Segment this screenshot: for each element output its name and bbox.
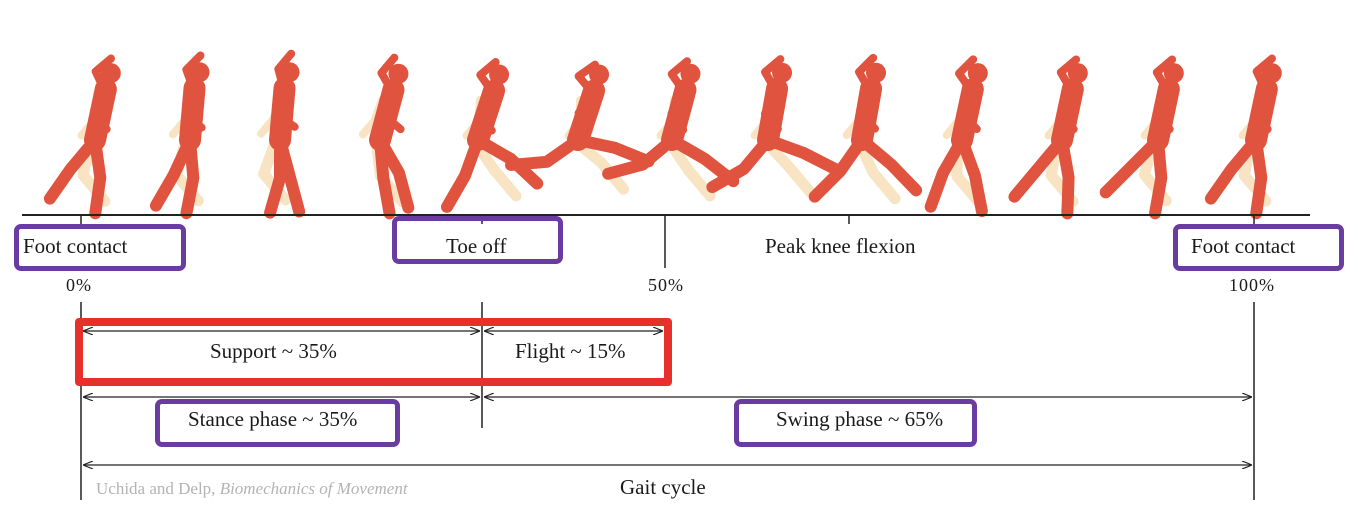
runner-12 <box>1099 55 1184 220</box>
label-toe-off: Toe off <box>446 234 507 258</box>
highlight-foot-contact-start <box>14 224 186 271</box>
label-support: Support ~ 35% <box>210 339 337 363</box>
runner-silhouettes <box>43 49 1282 220</box>
credit-book-title: Biomechanics of Movement <box>219 479 408 498</box>
label-percent-0: 0% <box>66 275 92 295</box>
label-foot-contact-end: Foot contact <box>1191 234 1296 258</box>
runner-3 <box>257 49 306 219</box>
runner-4 <box>358 53 415 220</box>
runner-11 <box>1008 55 1088 220</box>
runner-9 <box>808 53 923 205</box>
credit-authors: Uchida and Delp, <box>96 479 220 498</box>
label-foot-contact-start: Foot contact <box>23 234 128 258</box>
label-flight: Flight ~ 15% <box>515 339 626 363</box>
label-gait-cycle: Gait cycle <box>620 475 706 499</box>
label-percent-50: 50% <box>648 275 684 295</box>
source-credit: Uchida and Delp, Biomechanics of Movemen… <box>96 479 408 499</box>
runner-8 <box>706 55 842 198</box>
runner-1 <box>43 54 121 220</box>
runner-5 <box>441 58 544 213</box>
highlight-toe-off <box>392 216 563 264</box>
runner-7 <box>602 57 740 202</box>
runner-10 <box>924 55 988 218</box>
highlight-support-flight <box>75 318 672 386</box>
label-swing-phase: Swing phase ~ 65% <box>776 407 944 431</box>
highlight-swing-phase <box>734 399 977 447</box>
label-percent-100: 100% <box>1229 275 1275 295</box>
runner-6 <box>505 60 655 195</box>
label-stance-phase: Stance phase ~ 35% <box>188 407 358 431</box>
runner-13 <box>1204 54 1282 220</box>
highlight-stance-phase <box>155 399 400 447</box>
highlight-foot-contact-end <box>1173 224 1344 271</box>
runner-2 <box>149 51 210 220</box>
label-peak-knee-flexion: Peak knee flexion <box>765 234 916 258</box>
